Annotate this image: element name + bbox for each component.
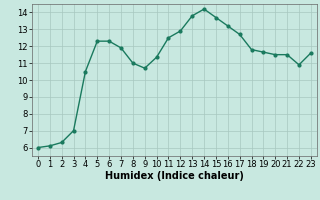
X-axis label: Humidex (Indice chaleur): Humidex (Indice chaleur) [105,171,244,181]
